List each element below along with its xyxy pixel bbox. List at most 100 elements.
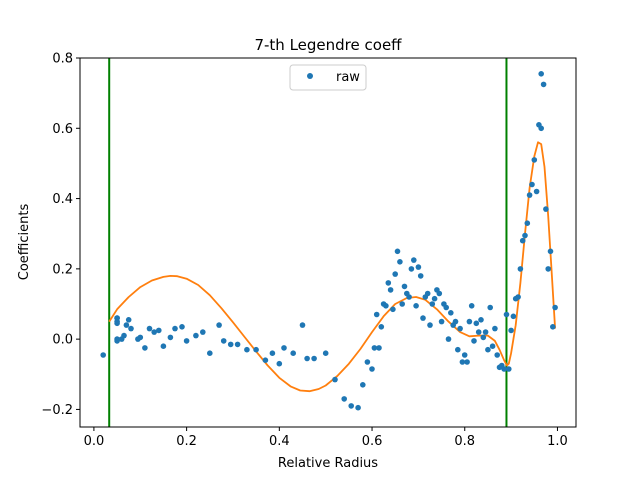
data-point xyxy=(408,266,415,272)
data-point xyxy=(461,352,468,358)
data-point xyxy=(234,341,241,348)
y-axis-label: Coefficients xyxy=(17,204,32,281)
chart-title: 7-th Legendre coeff xyxy=(254,36,402,54)
data-point xyxy=(492,325,498,332)
data-point xyxy=(510,313,517,320)
data-point xyxy=(383,303,389,309)
data-point xyxy=(373,311,380,318)
data-point xyxy=(524,220,531,226)
data-point xyxy=(123,322,130,328)
data-point xyxy=(399,301,406,307)
data-point xyxy=(360,382,366,388)
data-point xyxy=(515,294,521,300)
y-tick-label: 0.8 xyxy=(52,52,73,67)
data-point xyxy=(207,350,213,357)
data-point xyxy=(392,271,399,277)
data-point xyxy=(322,350,329,357)
data-point xyxy=(529,181,535,188)
data-point xyxy=(501,366,507,372)
data-point xyxy=(172,325,178,332)
data-point xyxy=(244,346,250,353)
data-point xyxy=(179,324,185,330)
x-tick-label: 1.0 xyxy=(547,434,568,449)
data-point xyxy=(355,404,361,411)
data-point xyxy=(146,325,153,332)
data-point xyxy=(466,318,473,325)
data-point xyxy=(489,343,496,350)
data-point xyxy=(348,403,355,409)
legend-box xyxy=(289,64,367,91)
data-point xyxy=(114,315,120,321)
data-point xyxy=(478,317,484,323)
x-axis-label: Relative Radius xyxy=(278,456,378,471)
data-point xyxy=(487,304,494,311)
data-point xyxy=(538,71,544,77)
legend-label-raw: raw xyxy=(336,70,360,85)
x-axis-ticks: 0.0 0.2 0.4 0.6 0.8 1.0 xyxy=(84,427,568,449)
data-point xyxy=(397,259,403,265)
data-point xyxy=(376,345,382,351)
data-point xyxy=(151,329,157,335)
x-tick-label: 0.6 xyxy=(362,434,383,449)
data-point xyxy=(269,350,276,357)
plot-frame xyxy=(79,57,577,428)
data-point xyxy=(459,359,466,365)
data-point xyxy=(137,334,144,341)
x-tick-label: 0.8 xyxy=(454,434,475,449)
data-point xyxy=(533,188,540,195)
data-point xyxy=(227,341,234,348)
data-point xyxy=(519,237,526,244)
data-point xyxy=(311,355,317,362)
x-tick-label: 0.2 xyxy=(176,434,197,449)
data-point xyxy=(411,257,417,263)
data-point xyxy=(531,157,538,163)
y-tick-label: 0.0 xyxy=(52,333,73,348)
data-point xyxy=(415,264,422,270)
data-point xyxy=(540,81,547,88)
data-point xyxy=(438,318,445,325)
y-tick-label: 0.2 xyxy=(52,262,73,277)
data-point xyxy=(253,346,259,353)
data-point xyxy=(364,359,371,365)
data-point xyxy=(494,352,501,358)
data-point xyxy=(443,304,450,311)
data-point xyxy=(452,318,459,325)
y-tick-label: 0.4 xyxy=(52,192,73,207)
data-point xyxy=(156,327,162,334)
data-point xyxy=(445,336,452,342)
data-point xyxy=(121,332,127,339)
data-point xyxy=(142,345,148,351)
data-point xyxy=(522,232,528,239)
data-point xyxy=(385,280,392,286)
data-point xyxy=(125,317,132,323)
data-point xyxy=(100,352,106,358)
data-point xyxy=(299,322,306,328)
data-point xyxy=(378,324,385,330)
data-point xyxy=(457,325,463,332)
plot-area xyxy=(80,58,576,427)
data-point xyxy=(200,329,206,335)
data-point xyxy=(304,355,310,362)
data-point xyxy=(417,273,424,279)
data-point xyxy=(431,295,438,302)
data-point xyxy=(394,248,401,255)
data-point xyxy=(369,366,375,372)
data-point xyxy=(517,266,524,272)
data-point xyxy=(543,206,549,212)
data-point xyxy=(429,301,436,307)
data-point xyxy=(448,310,454,316)
data-point xyxy=(455,346,461,353)
data-point xyxy=(424,290,431,297)
y-tick-label: 0.6 xyxy=(52,122,73,137)
data-point xyxy=(183,338,190,344)
data-point xyxy=(128,325,134,332)
data-point xyxy=(341,396,348,402)
y-axis-ticks: −0.2 0.0 0.2 0.4 0.6 0.8 xyxy=(41,52,80,418)
data-point xyxy=(332,376,338,383)
data-point xyxy=(538,125,544,132)
data-point xyxy=(220,338,227,344)
legend-marker-raw xyxy=(307,73,313,79)
data-point xyxy=(473,320,480,327)
data-point xyxy=(390,306,396,313)
